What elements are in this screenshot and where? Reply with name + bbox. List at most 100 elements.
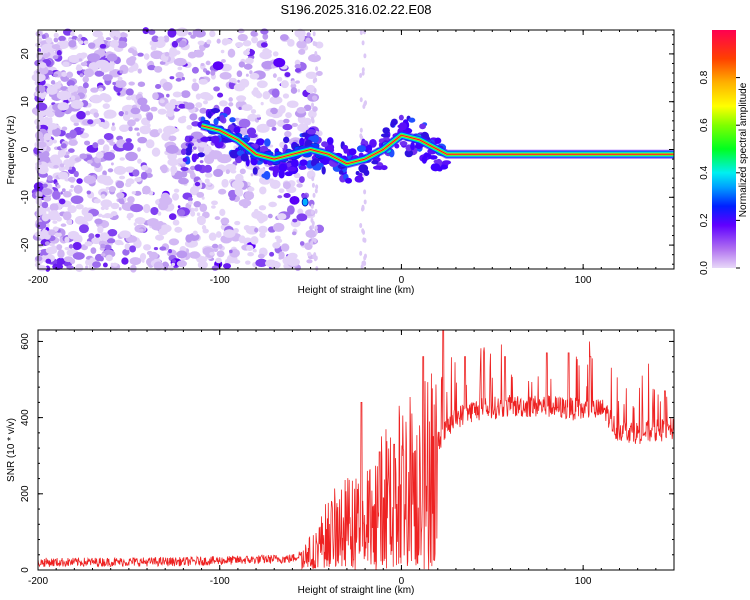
- spectrogram-blob: [98, 121, 106, 128]
- spectrogram-blob: [298, 33, 305, 42]
- spectrogram-blob: [259, 186, 267, 195]
- spectrogram-blob: [45, 258, 52, 264]
- spectrogram-blob: [278, 104, 286, 114]
- spectrogram-streak: [310, 203, 314, 209]
- spectrogram-blob: [137, 81, 146, 87]
- spectrogram-ridge-blob: [272, 165, 280, 174]
- spectrogram-blob: [168, 135, 177, 142]
- spectrogram-blob: [53, 32, 59, 39]
- spectrogram-streak: [361, 67, 365, 73]
- spectrogram-blob: [189, 251, 201, 259]
- spectrogram-blob: [69, 129, 77, 139]
- spectrogram-blob: [52, 220, 58, 224]
- spectrogram-ridge-blob: [180, 166, 189, 172]
- spectrogram-blob: [210, 70, 216, 76]
- spectrogram-blob: [306, 32, 311, 37]
- spectrogram-blob: [186, 125, 193, 130]
- spectrogram-streak: [310, 240, 314, 246]
- spectrogram-blob: [129, 257, 142, 266]
- spectrogram-blob: [107, 229, 118, 237]
- spectrogram-blob: [149, 129, 161, 138]
- spectrogram-blob: [87, 119, 94, 125]
- spectrogram-blob: [282, 93, 290, 99]
- spectrogram-blob: [194, 181, 201, 187]
- spectrogram-blob: [162, 81, 173, 91]
- spectrogram-blob: [151, 35, 160, 43]
- spectrogram-blob: [177, 209, 186, 217]
- snr-panel: -200 -100 0 100 0 200 400 600 Height of straigh…: [6, 329, 675, 596]
- spectrogram-blob: [115, 180, 125, 189]
- spectrogram-blob: [150, 206, 159, 216]
- spectrogram-blob: [66, 79, 75, 87]
- spectrogram-blob: [110, 211, 118, 217]
- spectrogram-blob: [67, 176, 76, 183]
- spectrogram-blob: [305, 37, 312, 44]
- spectrogram-ridge-blob: [356, 145, 366, 153]
- spectrogram-blob: [166, 108, 175, 117]
- spectrogram-blob: [128, 126, 133, 132]
- spectrogram-blob: [268, 144, 274, 148]
- spectrogram-blob: [107, 168, 114, 173]
- spectrogram-blob: [282, 181, 291, 190]
- spectrogram-blob: [126, 215, 130, 219]
- spectrogram-streak: [359, 250, 363, 256]
- spectrogram-blob: [58, 165, 66, 172]
- spectrogram-blob: [76, 178, 83, 184]
- spectrogram-streak: [363, 255, 367, 261]
- spectrogram-streak: [314, 51, 318, 57]
- spectrogram-blob: [233, 259, 241, 264]
- spectrogram-ridge-blob: [326, 137, 334, 145]
- spectrogram-blob: [134, 190, 142, 196]
- spectrogram-blob: [265, 259, 277, 268]
- spectrogram-ridge-blob: [246, 127, 257, 136]
- spectrogram-blob: [219, 100, 228, 107]
- spectrogram-blob: [121, 257, 129, 265]
- spectrogram-streak: [359, 30, 363, 36]
- snr-frame: [37, 329, 675, 571]
- spectrogram-blob: [254, 208, 259, 214]
- spectrogram-blob: [259, 247, 266, 253]
- spectrogram-blob: [286, 205, 295, 215]
- spectrogram-blob: [87, 53, 101, 63]
- spectrogram-blob: [41, 213, 50, 222]
- spectrogram-blob: [155, 234, 165, 241]
- spectrogram-blob: [305, 229, 317, 238]
- spectrogram-blob: [228, 102, 234, 107]
- spectrogram-blob: [53, 37, 59, 43]
- spectrogram-blob: [52, 139, 58, 144]
- spectrogram-blob: [130, 94, 138, 101]
- spectrogram-blob: [142, 185, 151, 195]
- spectrogram-blob: [42, 183, 48, 188]
- snr-series-line: [37, 329, 675, 570]
- spectrogram-blob: [125, 178, 135, 185]
- spectrogram-blob: [90, 87, 99, 93]
- spectrogram-blob: [66, 219, 73, 226]
- spectrogram-blob: [137, 136, 148, 144]
- spectrogram-blob: [187, 200, 193, 205]
- spectrogram-blob: [37, 110, 47, 117]
- spectrogram-blob: [125, 138, 132, 143]
- spectrogram-blob: [70, 184, 74, 189]
- spectrogram-blob: [177, 205, 181, 209]
- spectrogram-blob: [211, 265, 219, 271]
- spectrogram-ridge-blob: [390, 122, 395, 128]
- spectrogram-ridge-blob: [321, 166, 326, 175]
- spectrogram-streak: [314, 208, 318, 214]
- spectrogram-blob: [195, 93, 202, 100]
- spectrogram-blob: [231, 180, 245, 190]
- spectrogram-ridge-blob: [261, 173, 270, 179]
- spectrogram-ytick-label: -20: [20, 237, 31, 252]
- spectrogram-blob: [83, 40, 89, 45]
- spectrogram-blob: [125, 88, 134, 96]
- spectrogram-streak: [313, 256, 317, 262]
- spectrogram-blob: [40, 229, 49, 238]
- spectrogram-blob: [57, 249, 65, 259]
- spectrogram-blob: [56, 90, 72, 101]
- spectrogram-blob: [206, 39, 212, 45]
- spectrogram-blob: [68, 139, 78, 146]
- spectrogram-ridge-blob: [380, 133, 390, 138]
- spectrogram-blob: [132, 112, 142, 121]
- spectrogram-blob: [237, 28, 245, 34]
- spectrogram-blob: [242, 40, 252, 47]
- spectrogram-blob: [102, 262, 108, 268]
